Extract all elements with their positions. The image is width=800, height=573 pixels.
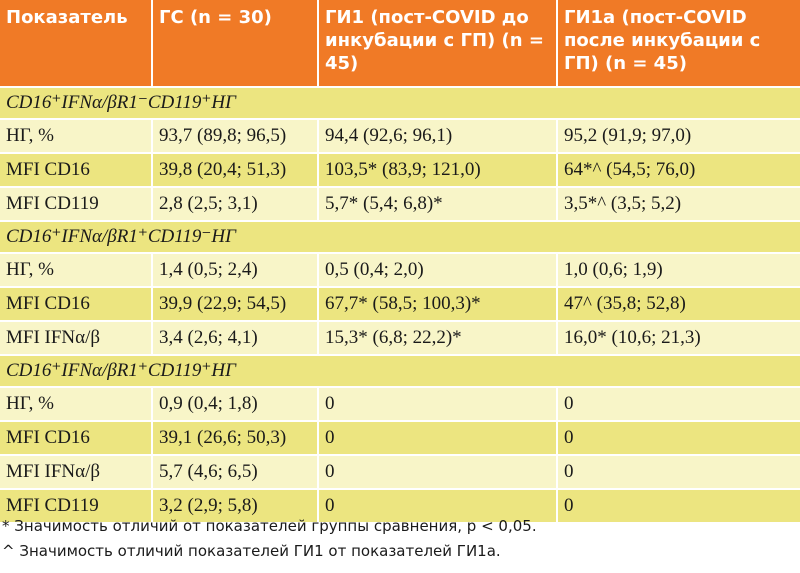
cell-gi1a: 47^ (35,8; 52,8) <box>557 287 800 322</box>
section-title: CD16⁺IFNα/βR1⁺CD119⁺НГ <box>0 355 800 388</box>
cell-gi1a: 0 <box>557 455 800 490</box>
table-row: MFI CD16 39,9 (22,9; 54,5) 67,7* (58,5; … <box>0 287 800 322</box>
cell-gi1a: 0 <box>557 421 800 456</box>
table-row: MFI IFNα/β 3,4 (2,6; 4,1) 15,3* (6,8; 22… <box>0 321 800 356</box>
cell-control: 0,9 (0,4; 1,8) <box>152 387 319 422</box>
cell-gi1: 0,5 (0,4; 2,0) <box>318 253 558 288</box>
section-row: CD16⁺IFNα/βR1⁻CD119⁺НГ <box>0 87 800 120</box>
table-row: MFI CD16 39,1 (26,6; 50,3) 0 0 <box>0 421 800 456</box>
row-label: НГ, % <box>0 253 153 288</box>
section-row: CD16⁺IFNα/βR1⁺CD119⁺НГ <box>0 355 800 388</box>
table-row: MFI IFNα/β 5,7 (4,6; 6,5) 0 0 <box>0 455 800 490</box>
cell-gi1: 0 <box>318 421 558 456</box>
cell-control: 3,2 (2,9; 5,8) <box>152 489 319 524</box>
cell-control: 1,4 (0,5; 2,4) <box>152 253 319 288</box>
table-row: НГ, % 1,4 (0,5; 2,4) 0,5 (0,4; 2,0) 1,0 … <box>0 253 800 288</box>
header-row: Показатель ГС (n = 30) ГИ1 (пост-COVID д… <box>0 0 800 88</box>
row-label: MFI CD16 <box>0 287 153 322</box>
row-label: НГ, % <box>0 119 153 154</box>
table-row: MFI CD119 3,2 (2,9; 5,8) 0 0 <box>0 489 800 524</box>
section-title: CD16⁺IFNα/βR1⁻CD119⁺НГ <box>0 87 800 120</box>
cell-gi1a: 1,0 (0,6; 1,9) <box>557 253 800 288</box>
cell-control: 3,4 (2,6; 4,1) <box>152 321 319 356</box>
header-group-gi1a: ГИ1а (пост-COVID после инкубации с ГП) (… <box>557 0 800 88</box>
cell-gi1: 15,3* (6,8; 22,2)* <box>318 321 558 356</box>
cell-gi1a: 3,5*^ (3,5; 5,2) <box>557 187 800 222</box>
row-label: MFI CD119 <box>0 187 153 222</box>
row-label: НГ, % <box>0 387 153 422</box>
row-label: MFI IFNα/β <box>0 455 153 490</box>
footnote-gi1-vs-gi1a: ^ Значимость отличий показателей ГИ1 от … <box>2 542 501 560</box>
cell-control: 39,9 (22,9; 54,5) <box>152 287 319 322</box>
table-row: НГ, % 93,7 (89,8; 96,5) 94,4 (92,6; 96,1… <box>0 119 800 154</box>
cell-gi1a: 64*^ (54,5; 76,0) <box>557 153 800 188</box>
table-body: Показатель ГС (n = 30) ГИ1 (пост-COVID д… <box>0 0 800 524</box>
table-row: MFI CD119 2,8 (2,5; 3,1) 5,7* (5,4; 6,8)… <box>0 187 800 222</box>
header-indicator: Показатель <box>0 0 153 88</box>
section-row: CD16⁺IFNα/βR1⁺CD119⁻НГ <box>0 221 800 254</box>
footnote-significance: * Значимость отличий от показателей груп… <box>2 517 537 535</box>
row-label: MFI IFNα/β <box>0 321 153 356</box>
cell-gi1: 0 <box>318 455 558 490</box>
cell-gi1a: 0 <box>557 489 800 524</box>
cell-gi1: 103,5* (83,9; 121,0) <box>318 153 558 188</box>
row-label: MFI CD16 <box>0 153 153 188</box>
cell-gi1: 0 <box>318 489 558 524</box>
data-table: Показатель ГС (n = 30) ГИ1 (пост-COVID д… <box>0 0 800 524</box>
cell-gi1: 94,4 (92,6; 96,1) <box>318 119 558 154</box>
cell-gi1: 0 <box>318 387 558 422</box>
section-title: CD16⁺IFNα/βR1⁺CD119⁻НГ <box>0 221 800 254</box>
cell-gi1a: 95,2 (91,9; 97,0) <box>557 119 800 154</box>
footnotes: * Значимость отличий от показателей груп… <box>2 514 537 564</box>
header-control-group: ГС (n = 30) <box>152 0 319 88</box>
cell-control: 93,7 (89,8; 96,5) <box>152 119 319 154</box>
cell-gi1: 67,7* (58,5; 100,3)* <box>318 287 558 322</box>
row-label: MFI CD16 <box>0 421 153 456</box>
cell-control: 2,8 (2,5; 3,1) <box>152 187 319 222</box>
table-row: НГ, % 0,9 (0,4; 1,8) 0 0 <box>0 387 800 422</box>
cell-gi1: 5,7* (5,4; 6,8)* <box>318 187 558 222</box>
header-group-gi1: ГИ1 (пост-COVID до инкубации с ГП) (n = … <box>318 0 558 88</box>
row-label: MFI CD119 <box>0 489 153 524</box>
cell-control: 39,8 (20,4; 51,3) <box>152 153 319 188</box>
cell-gi1a: 0 <box>557 387 800 422</box>
cell-control: 39,1 (26,6; 50,3) <box>152 421 319 456</box>
table-row: MFI CD16 39,8 (20,4; 51,3) 103,5* (83,9;… <box>0 153 800 188</box>
cell-gi1a: 16,0* (10,6; 21,3) <box>557 321 800 356</box>
cell-control: 5,7 (4,6; 6,5) <box>152 455 319 490</box>
